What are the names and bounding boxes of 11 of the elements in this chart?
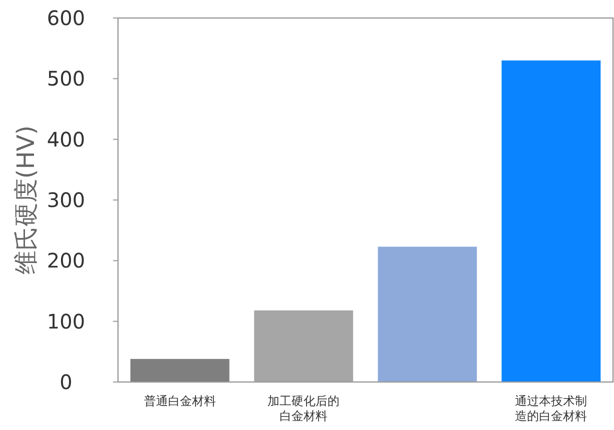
y-tick-label: 0 [60,370,72,394]
x-tick-label: 加工硬化后的白金材料 [266,394,341,424]
x-tick-label: 通过本技术制造的白金材料 [514,394,588,424]
y-tick-label: 100 [46,309,86,334]
y-tick-label: 300 [46,188,86,212]
y-tick-label: 600 [46,6,86,30]
x-tick-label: 普通白金材料 [142,394,217,409]
y-tick-label: 200 [46,248,86,273]
y-tick-label: 500 [46,66,86,91]
y-axis-title: 维氏硬度(HV) [12,125,40,275]
y-tick-label: 400 [46,127,86,152]
